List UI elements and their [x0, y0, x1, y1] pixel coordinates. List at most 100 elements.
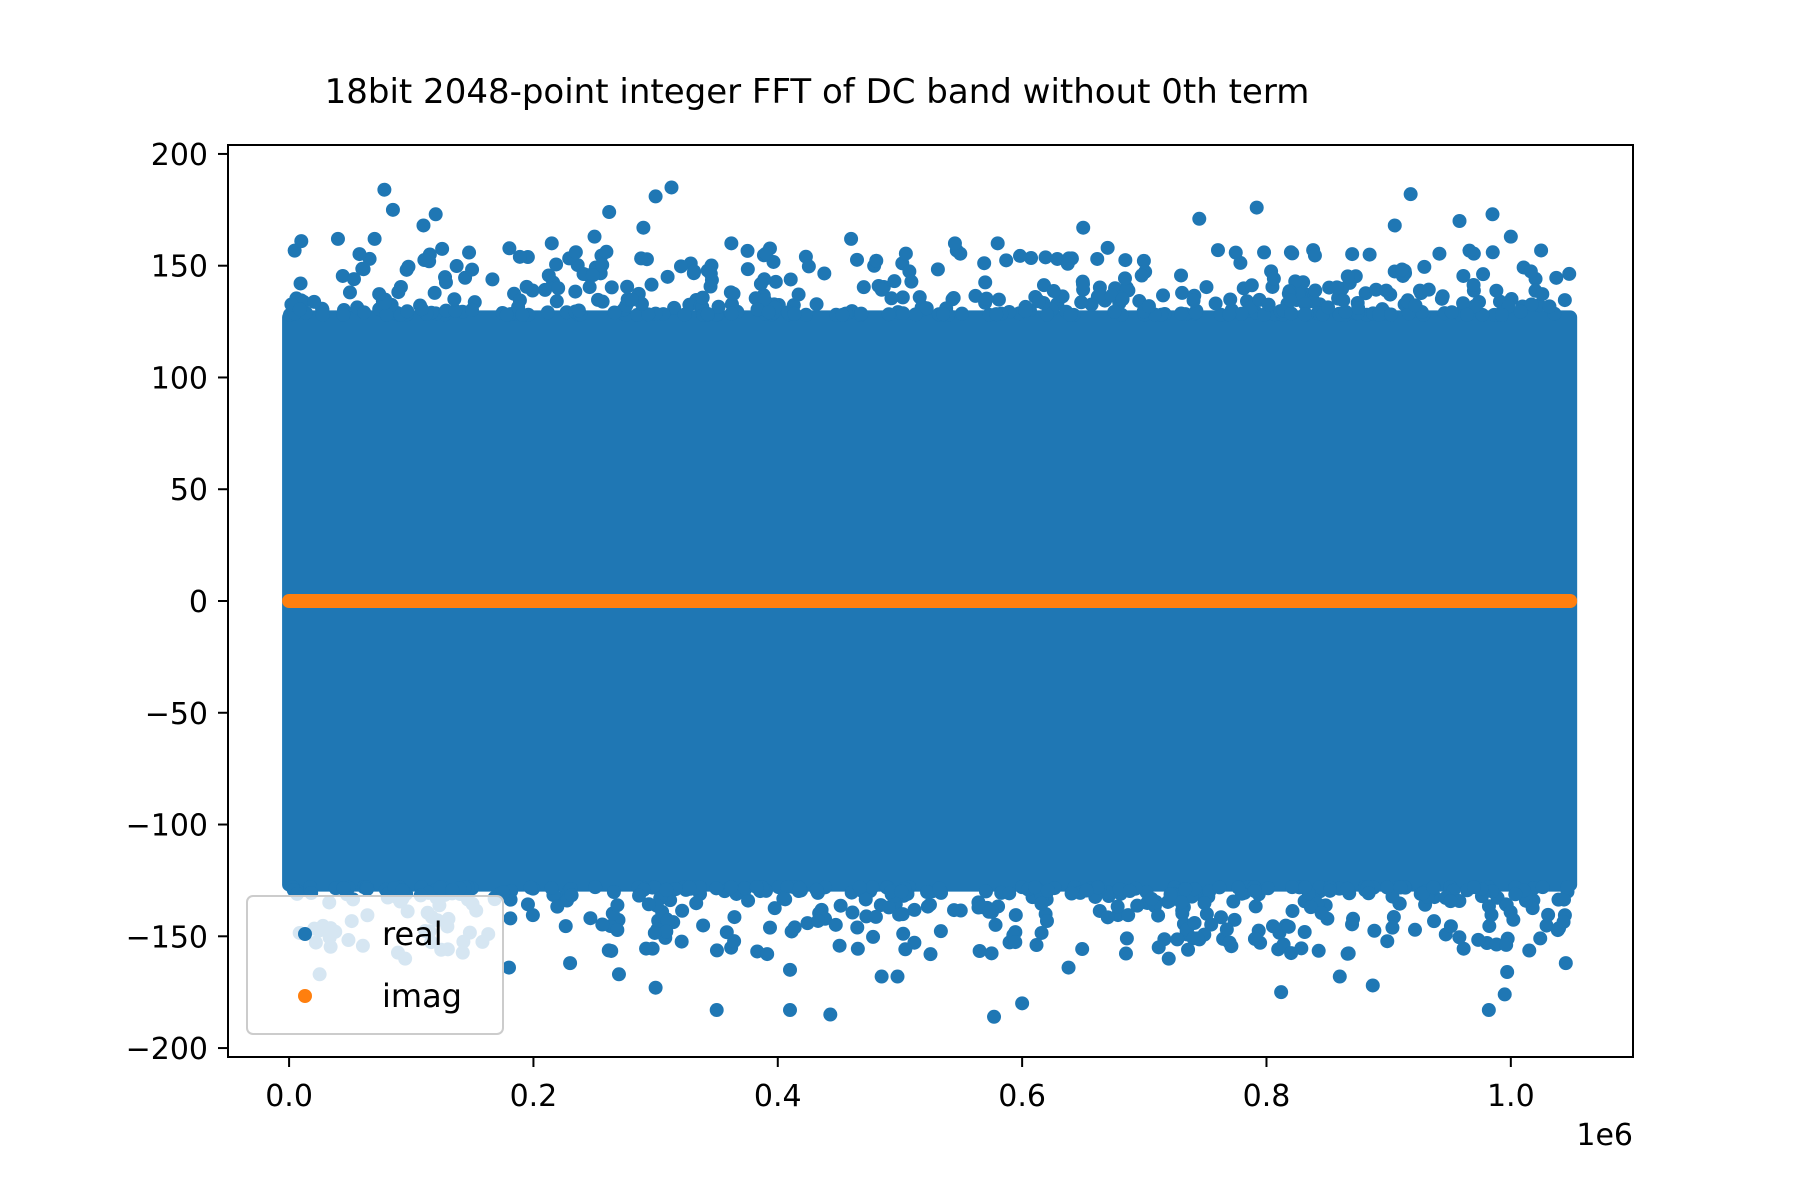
real-point: [947, 903, 962, 918]
real-point: [1497, 987, 1512, 1002]
real-point: [988, 917, 1003, 932]
legend-label-imag: imag: [382, 977, 462, 1015]
real-point: [968, 288, 983, 303]
real-point: [801, 259, 816, 274]
real-point: [445, 883, 460, 898]
real-point: [1100, 910, 1115, 925]
real-point: [610, 898, 625, 913]
real-point: [294, 234, 309, 249]
legend-label-real: real: [382, 915, 443, 953]
real-point: [895, 907, 910, 922]
real-point: [1130, 898, 1145, 913]
real-point: [1192, 211, 1207, 226]
real-point: [932, 881, 947, 896]
y-tick-label: 100: [151, 361, 208, 396]
real-point: [1117, 271, 1132, 286]
real-point: [1393, 880, 1408, 895]
real-point: [1372, 307, 1387, 322]
legend: real imag: [246, 895, 504, 1035]
real-point: [954, 306, 969, 321]
real-point: [379, 307, 394, 322]
real-point: [1308, 283, 1323, 298]
real-point: [1247, 884, 1262, 899]
real-point: [1284, 946, 1299, 961]
real-point: [538, 282, 553, 297]
real-point: [1369, 282, 1384, 297]
real-point: [1456, 296, 1471, 311]
real-point: [881, 900, 896, 915]
real-point: [1281, 919, 1296, 934]
real-point: [1338, 304, 1353, 319]
real-point: [1560, 880, 1575, 895]
real-point: [647, 925, 662, 940]
real-point: [1261, 881, 1276, 896]
real-point: [1407, 922, 1422, 937]
real-point: [342, 285, 357, 300]
real-point: [462, 245, 477, 260]
real-point: [438, 275, 453, 290]
real-point: [783, 272, 798, 287]
real-point: [401, 259, 416, 274]
real-point: [930, 262, 945, 277]
real-point: [1556, 914, 1571, 929]
real-point: [551, 281, 566, 296]
real-point: [1050, 251, 1065, 266]
real-point: [835, 307, 850, 322]
real-point: [519, 279, 534, 294]
real-point: [1341, 946, 1356, 961]
real-point: [1031, 294, 1046, 309]
real-point: [740, 262, 755, 277]
real-point: [502, 241, 517, 256]
real-point: [1298, 880, 1313, 895]
real-point: [1297, 307, 1312, 322]
real-point: [737, 881, 752, 896]
real-point: [850, 941, 865, 956]
real-point: [1234, 306, 1249, 321]
real-point: [700, 307, 715, 322]
real-point: [709, 881, 724, 896]
real-point: [549, 257, 564, 272]
real-point: [724, 880, 739, 895]
real-point: [607, 305, 622, 320]
real-point: [1494, 307, 1509, 322]
real-point: [417, 253, 432, 268]
real-point: [1471, 932, 1486, 947]
real-point: [724, 236, 739, 251]
real-point: [849, 252, 864, 267]
real-point: [1417, 259, 1432, 274]
real-point: [817, 266, 832, 281]
real-point: [1386, 910, 1401, 925]
real-point: [416, 218, 431, 233]
real-point: [1261, 297, 1276, 312]
real-point: [1365, 978, 1380, 993]
real-point: [753, 276, 768, 291]
real-point: [823, 1007, 838, 1022]
real-point: [503, 911, 518, 926]
real-point: [933, 924, 948, 939]
real-point: [1249, 200, 1264, 215]
real-point: [1558, 956, 1573, 971]
real-point: [1462, 243, 1477, 258]
real-point: [659, 882, 674, 897]
real-point: [977, 256, 992, 271]
y-tick-label: −200: [126, 1032, 208, 1067]
real-point: [336, 307, 351, 322]
real-point: [865, 880, 880, 895]
real-point: [767, 901, 782, 916]
real-point: [894, 884, 909, 899]
real-point: [1248, 899, 1263, 914]
real-point: [523, 880, 538, 895]
real-point: [1562, 266, 1577, 281]
real-point: [850, 920, 865, 935]
legend-marker-real: [298, 927, 312, 941]
real-point: [1266, 271, 1281, 286]
real-point: [544, 881, 559, 896]
real-point: [372, 287, 387, 302]
real-point: [1427, 914, 1442, 929]
real-point: [674, 934, 689, 949]
real-point: [1283, 245, 1298, 260]
real-point: [923, 947, 938, 962]
real-point: [1223, 292, 1238, 307]
x-tick-label: 1.0: [1487, 1079, 1535, 1114]
